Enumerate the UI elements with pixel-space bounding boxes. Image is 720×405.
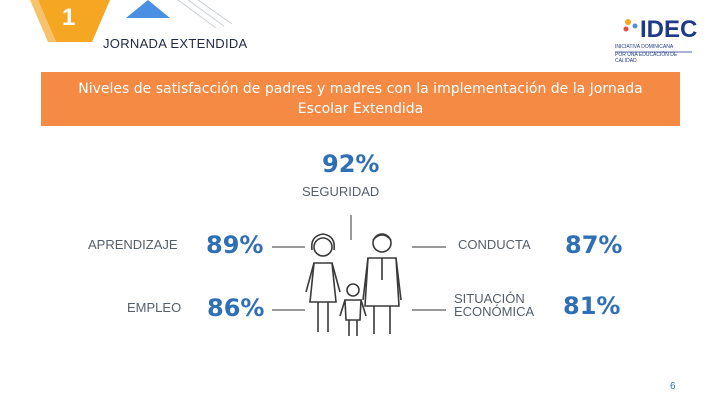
conducta-label: CONDUCTA <box>458 237 531 252</box>
logo-subtitle: INICIATIVA DOMINICANA <box>615 44 674 50</box>
situacion-label-line2: ECONÓMICA <box>454 304 535 319</box>
page-number: 6 <box>670 381 676 392</box>
seguridad-value: 92% <box>322 150 380 178</box>
conducta-value: 87% <box>565 231 623 259</box>
logo-wordmark: IDEC <box>640 16 698 43</box>
idec-logo <box>615 19 692 53</box>
situacion-label: SITUACIÓN ECONÓMICA <box>454 292 534 318</box>
empleo-label: EMPLEO <box>127 300 182 315</box>
header-decoration <box>126 0 233 29</box>
section-title: JORNADA EXTENDIDA <box>103 36 248 51</box>
banner-title: Niveles de satisfacción de padres y madr… <box>78 81 643 117</box>
logo-subtitle: POR UNA EDUCACIÓN DE CALIDAD <box>615 52 678 64</box>
situacion-value: 81% <box>563 292 621 320</box>
family-icon <box>305 233 402 336</box>
seguridad-label: SEGURIDAD <box>302 184 380 199</box>
empleo-value: 86% <box>207 294 265 322</box>
slide-number: 1 <box>62 4 76 31</box>
aprendizaje-label: APRENDIZAJE <box>88 237 178 252</box>
aprendizaje-value: 89% <box>206 231 264 259</box>
situacion-label-line1: SITUACIÓN <box>454 291 525 306</box>
title-banner: Niveles de satisfacción de padres y madr… <box>41 72 680 126</box>
slide-number-badge <box>30 0 110 42</box>
